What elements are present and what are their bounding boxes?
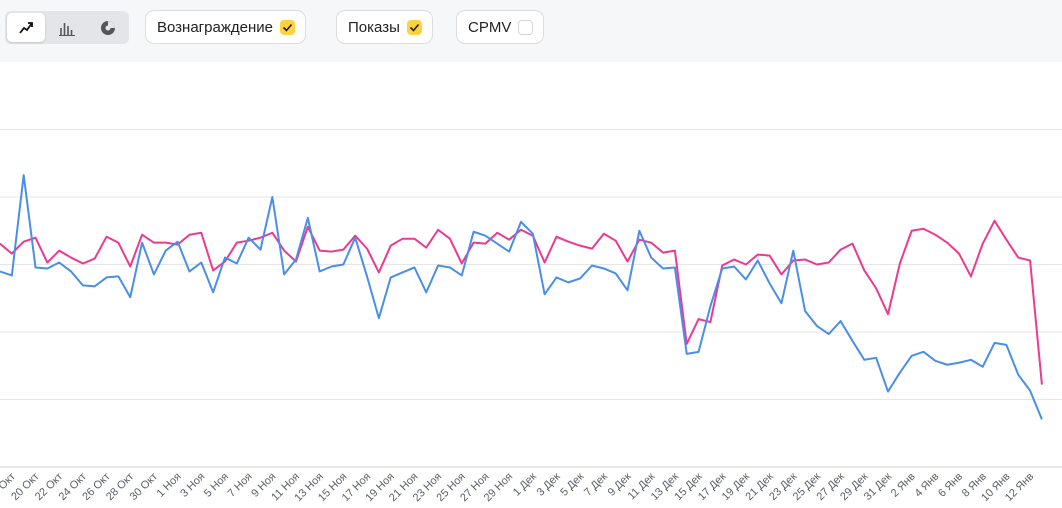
series-line <box>0 219 1043 385</box>
legend-label: Вознаграждение <box>157 18 273 36</box>
x-tick-label: 1 Дек <box>511 471 539 499</box>
x-tick-label: 6 Янв <box>936 471 965 500</box>
series-line <box>0 174 1043 420</box>
checkbox <box>518 19 534 35</box>
line-icon <box>19 21 33 34</box>
bar-icon <box>59 22 75 36</box>
series-toggle[interactable]: CPMV <box>456 10 545 44</box>
x-tick-label: 1 Ноя <box>155 471 184 500</box>
chart-type-switch <box>5 11 129 44</box>
series-toggle[interactable]: Показы <box>336 10 433 44</box>
x-tick-label: 3 Дек <box>535 471 563 499</box>
pie-icon <box>101 20 115 35</box>
checkbox <box>406 19 422 35</box>
x-tick-label: 5 Дек <box>558 471 586 499</box>
line-chart-button[interactable] <box>7 13 45 42</box>
x-tick-label: 2 Янв <box>889 471 918 500</box>
x-tick-label: 7 Дек <box>582 471 610 499</box>
bar-chart-button[interactable] <box>48 13 86 42</box>
x-tick-label: 3 Ноя <box>178 471 207 500</box>
series-toggle[interactable]: Вознаграждение <box>145 10 306 44</box>
x-tick-label: 4 Янв <box>912 471 941 500</box>
legend-label: CPMV <box>468 18 512 36</box>
pie-chart-button[interactable] <box>89 13 127 42</box>
check-mark <box>409 23 419 32</box>
checkbox <box>279 19 295 35</box>
toolbar: Вознаграждение Показы CPMV <box>0 0 1062 62</box>
check-mark <box>282 23 293 32</box>
legend-label: Показы <box>348 18 400 36</box>
x-tick-label: 7 Ноя <box>226 471 255 500</box>
x-tick-label: 5 Ноя <box>202 471 231 500</box>
